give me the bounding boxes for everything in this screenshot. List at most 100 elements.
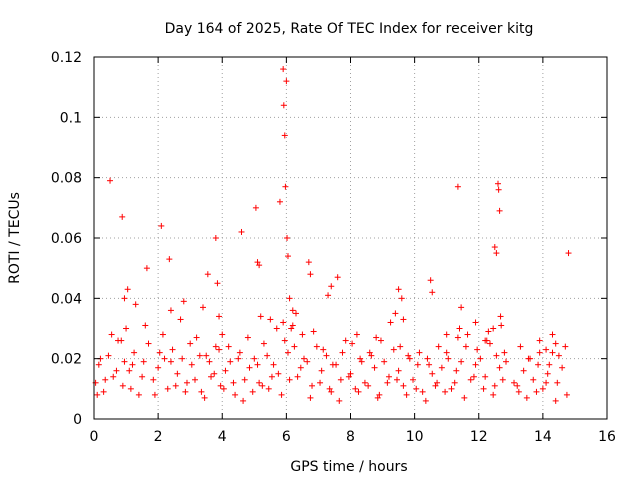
data-point: [482, 373, 489, 380]
data-point: [307, 271, 314, 278]
data-point: [177, 316, 184, 323]
y-tick-label: 0: [73, 412, 82, 428]
data-point: [536, 349, 543, 356]
data-point: [143, 265, 150, 272]
data-point: [486, 340, 493, 347]
data-point: [462, 343, 469, 350]
data-point: [289, 322, 296, 329]
data-point: [503, 358, 510, 365]
data-point: [326, 385, 333, 392]
data-point: [405, 352, 412, 359]
data-point: [164, 385, 171, 392]
chart-axes: 0 2 4 6 8 10 12 14 16 0 0.02 0.04 0.06 0.08 0.1 0.12: [51, 50, 616, 445]
data-point: [301, 355, 308, 362]
data-point: [496, 364, 503, 371]
data-point: [377, 337, 384, 344]
data-point: [169, 346, 176, 353]
data-point: [159, 331, 166, 338]
data-point: [246, 364, 253, 371]
data-point: [434, 379, 441, 386]
x-tick-label: 10: [406, 429, 424, 445]
data-point: [281, 132, 288, 139]
data-point: [442, 388, 449, 395]
data-point: [284, 253, 291, 260]
data-point: [527, 355, 534, 362]
data-point: [352, 385, 359, 392]
data-point: [214, 280, 221, 287]
data-point: [493, 352, 500, 359]
data-point: [458, 358, 465, 365]
data-point: [523, 394, 530, 401]
data-point: [113, 367, 120, 374]
data-point: [325, 292, 332, 299]
data-point: [183, 379, 190, 386]
data-point: [254, 259, 261, 266]
data-point: [328, 283, 335, 290]
data-point: [196, 352, 203, 359]
data-point: [397, 343, 404, 350]
data-point: [227, 358, 234, 365]
data-point: [193, 334, 200, 341]
data-point: [426, 361, 433, 368]
data-point: [291, 343, 298, 350]
data-point: [108, 331, 115, 338]
chart-title: Day 164 of 2025, Rate Of TEC Index for r…: [165, 21, 534, 37]
data-point: [225, 343, 232, 350]
x-tick-label: 16: [598, 429, 616, 445]
data-point: [119, 213, 126, 220]
data-point: [349, 340, 356, 347]
data-point: [151, 391, 158, 398]
data-point: [174, 370, 181, 377]
y-tick-label: 0.08: [51, 171, 82, 187]
data-point: [357, 355, 364, 362]
data-point: [282, 183, 289, 190]
data-point: [329, 361, 336, 368]
data-point: [514, 382, 521, 389]
data-point: [403, 391, 410, 398]
data-point: [180, 298, 187, 305]
y-tick-label: 0.02: [51, 352, 82, 368]
data-point: [188, 361, 195, 368]
data-point: [552, 340, 559, 347]
data-point: [443, 331, 450, 338]
data-point: [289, 307, 296, 314]
data-point: [477, 355, 484, 362]
data-point: [280, 319, 287, 326]
data-point: [294, 373, 301, 380]
data-point: [342, 337, 349, 344]
data-point: [435, 343, 442, 350]
data-point: [470, 373, 477, 380]
data-point: [368, 352, 375, 359]
data-point: [240, 397, 247, 404]
data-point: [238, 228, 245, 235]
data-point: [273, 325, 280, 332]
data-point: [203, 352, 210, 359]
data-point: [256, 379, 263, 386]
data-point: [280, 102, 287, 109]
data-point: [546, 361, 553, 368]
data-point: [353, 331, 360, 338]
data-point: [432, 382, 439, 389]
x-tick-label: 12: [470, 429, 488, 445]
data-point: [129, 361, 136, 368]
data-point: [107, 177, 114, 184]
data-point: [131, 349, 138, 356]
data-point: [275, 370, 282, 377]
data-point: [536, 337, 543, 344]
data-point: [543, 346, 550, 353]
data-point: [472, 361, 479, 368]
x-tick-label: 4: [218, 429, 227, 445]
data-point: [145, 340, 152, 347]
data-point: [320, 346, 327, 353]
data-point: [304, 358, 311, 365]
data-point: [118, 337, 125, 344]
y-tick-label: 0.1: [60, 110, 82, 126]
data-point: [166, 256, 173, 263]
data-point: [543, 379, 550, 386]
data-point: [400, 382, 407, 389]
data-point: [236, 349, 243, 356]
data-point: [260, 340, 267, 347]
data-point: [280, 66, 287, 73]
data-point: [310, 328, 317, 335]
data-point: [494, 180, 501, 187]
